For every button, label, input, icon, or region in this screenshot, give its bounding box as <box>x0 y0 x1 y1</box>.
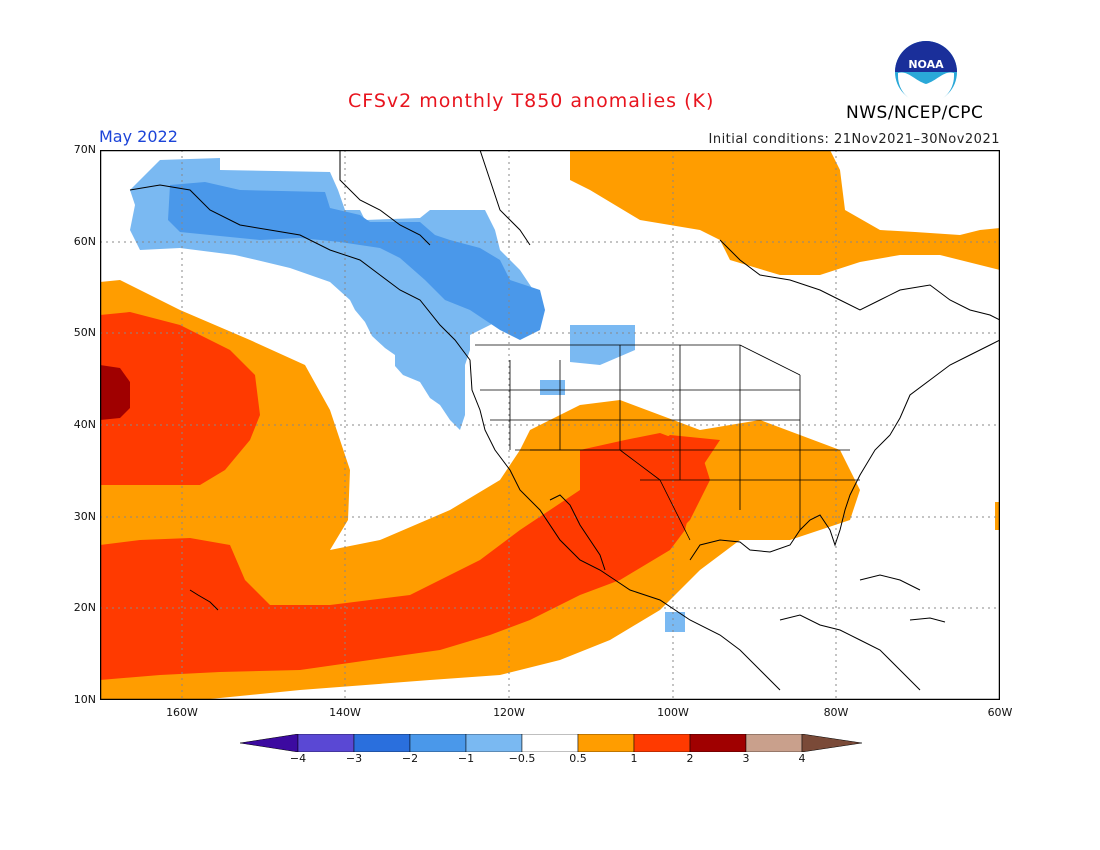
cold-anomaly-mexico <box>665 612 685 632</box>
colorbar-label-4: 4 <box>798 752 806 765</box>
colorbar-swatch-1-2 <box>633 734 691 752</box>
colorbar-label-1: 1 <box>630 752 638 765</box>
lon-label-80w: 80W <box>823 706 849 719</box>
colorbar-label-neg05: −0.5 <box>508 752 536 765</box>
colorbar <box>240 734 862 752</box>
lat-label-10n: 10N <box>73 693 96 706</box>
colorbar-label-neg3: −3 <box>345 752 363 765</box>
colorbar-swatch-3-2 <box>353 734 411 752</box>
lon-label-60w: 60W <box>987 706 1013 719</box>
initial-conditions: Initial conditions: 21Nov2021–30Nov2021 <box>708 132 1000 147</box>
strong-warm-anomaly <box>100 365 130 420</box>
lat-label-30n: 30N <box>73 510 96 523</box>
coastlines <box>129 150 1000 691</box>
colorbar-swatch-2-3 <box>689 734 747 752</box>
warm-anomaly-pacific <box>100 280 860 700</box>
colorbar-swatch-1-05 <box>465 734 523 752</box>
warm-anomaly-subtropics <box>100 435 720 680</box>
colorbar-swatch-neutral <box>521 734 579 752</box>
graticule <box>100 150 1000 700</box>
lat-label-40n: 40N <box>73 418 96 431</box>
colorbar-swatch-3-4 <box>745 734 803 752</box>
colorbar-swatch-4-3 <box>297 734 355 752</box>
colorbar-label-neg4: −4 <box>289 752 307 765</box>
agency-label: NWS/NCEP/CPC <box>846 103 984 123</box>
warm-anomaly-southwest <box>580 433 710 560</box>
lat-label-50n: 50N <box>73 326 96 339</box>
lon-label-140w: 140W <box>329 706 361 719</box>
lon-label-120w: 120W <box>493 706 525 719</box>
lat-label-60n: 60N <box>73 235 96 248</box>
colorbar-swatch-2-1 <box>409 734 467 752</box>
warm-anomaly-arctic <box>570 150 1000 275</box>
chart-title: CFSv2 monthly T850 anomalies (K) <box>348 90 715 112</box>
lon-label-100w: 100W <box>657 706 689 719</box>
cold-anomaly-patch <box>540 380 565 395</box>
colorbar-swatch-lt-4 <box>240 734 299 752</box>
warm-anomaly-east-pacific <box>100 312 260 485</box>
lat-label-20n: 20N <box>73 601 96 614</box>
forecast-month: May 2022 <box>99 127 178 146</box>
colorbar-label-3: 3 <box>742 752 750 765</box>
svg-text:NOAA: NOAA <box>908 58 944 71</box>
lat-label-70n: 70N <box>73 143 96 156</box>
colorbar-label-05: 0.5 <box>569 752 587 765</box>
colorbar-swatch-gt-4 <box>801 734 862 752</box>
colorbar-label-neg2: −2 <box>401 752 419 765</box>
borders <box>475 344 860 541</box>
colorbar-label-2: 2 <box>686 752 694 765</box>
cold-anomaly-core <box>168 182 545 340</box>
colorbar-label-neg1: −1 <box>457 752 475 765</box>
noaa-logo: NOAA <box>895 41 957 104</box>
anomaly-map <box>100 150 1000 700</box>
lon-label-160w: 160W <box>166 706 198 719</box>
colorbar-swatch-05-1 <box>577 734 635 752</box>
